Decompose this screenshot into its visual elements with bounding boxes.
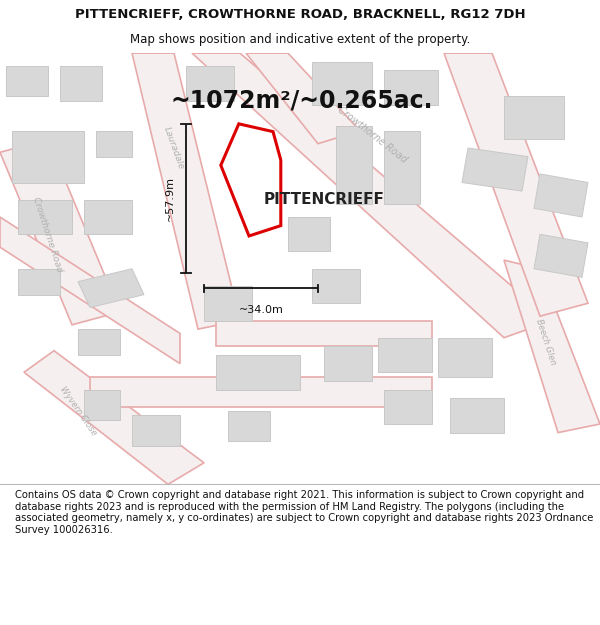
Polygon shape	[96, 131, 132, 157]
Polygon shape	[24, 351, 204, 484]
Polygon shape	[450, 398, 504, 432]
Text: Lauradale: Lauradale	[162, 126, 186, 171]
Polygon shape	[12, 131, 84, 182]
Polygon shape	[312, 62, 372, 105]
Polygon shape	[216, 321, 432, 346]
Polygon shape	[378, 338, 432, 372]
Text: PITTENCRIEFF, CROWTHORNE ROAD, BRACKNELL, RG12 7DH: PITTENCRIEFF, CROWTHORNE ROAD, BRACKNELL…	[74, 8, 526, 21]
Text: PITTENCRIEFF: PITTENCRIEFF	[263, 192, 385, 208]
Polygon shape	[0, 217, 180, 364]
Polygon shape	[132, 416, 180, 446]
Polygon shape	[438, 338, 492, 376]
Text: Wyvern Close: Wyvern Close	[58, 385, 98, 438]
Polygon shape	[312, 269, 360, 303]
Polygon shape	[504, 260, 600, 432]
Polygon shape	[384, 71, 438, 105]
Text: Contains OS data © Crown copyright and database right 2021. This information is : Contains OS data © Crown copyright and d…	[15, 490, 593, 535]
Polygon shape	[132, 53, 240, 329]
Polygon shape	[192, 53, 552, 338]
Polygon shape	[60, 66, 102, 101]
Polygon shape	[462, 148, 528, 191]
Polygon shape	[216, 355, 300, 389]
Polygon shape	[18, 269, 60, 294]
Polygon shape	[228, 411, 270, 441]
Polygon shape	[534, 234, 588, 278]
Text: Beech Glen: Beech Glen	[535, 318, 557, 366]
Polygon shape	[84, 200, 132, 234]
Polygon shape	[221, 124, 281, 236]
Polygon shape	[18, 200, 72, 234]
Polygon shape	[336, 126, 372, 204]
Polygon shape	[90, 376, 432, 407]
Text: ~1072m²/~0.265ac.: ~1072m²/~0.265ac.	[171, 89, 433, 112]
Polygon shape	[384, 389, 432, 424]
Polygon shape	[246, 53, 360, 144]
Polygon shape	[504, 96, 564, 139]
Polygon shape	[204, 286, 252, 321]
Polygon shape	[84, 389, 120, 420]
Polygon shape	[78, 329, 120, 355]
Text: Crowthorne Road: Crowthorne Road	[32, 196, 64, 273]
Polygon shape	[288, 217, 330, 251]
Text: ~57.9m: ~57.9m	[165, 176, 175, 221]
Polygon shape	[324, 346, 372, 381]
Polygon shape	[534, 174, 588, 217]
Polygon shape	[444, 53, 588, 316]
Polygon shape	[0, 139, 120, 325]
Polygon shape	[6, 66, 48, 96]
Text: Crowthorne Road: Crowthorne Road	[335, 105, 409, 165]
Text: ~34.0m: ~34.0m	[239, 306, 283, 316]
Text: Map shows position and indicative extent of the property.: Map shows position and indicative extent…	[130, 33, 470, 46]
Polygon shape	[384, 131, 420, 204]
Polygon shape	[78, 269, 144, 308]
Polygon shape	[186, 66, 234, 101]
